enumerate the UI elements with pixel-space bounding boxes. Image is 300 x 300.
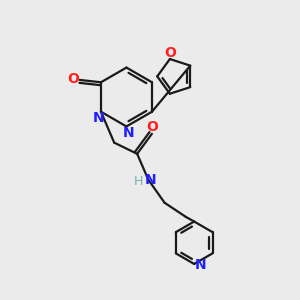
Text: N: N [93,111,104,125]
Text: O: O [146,120,158,134]
Text: O: O [67,72,79,86]
Text: N: N [144,173,156,187]
Text: N: N [195,258,206,272]
Text: O: O [164,46,176,59]
Text: H: H [134,175,143,188]
Text: N: N [123,126,135,140]
